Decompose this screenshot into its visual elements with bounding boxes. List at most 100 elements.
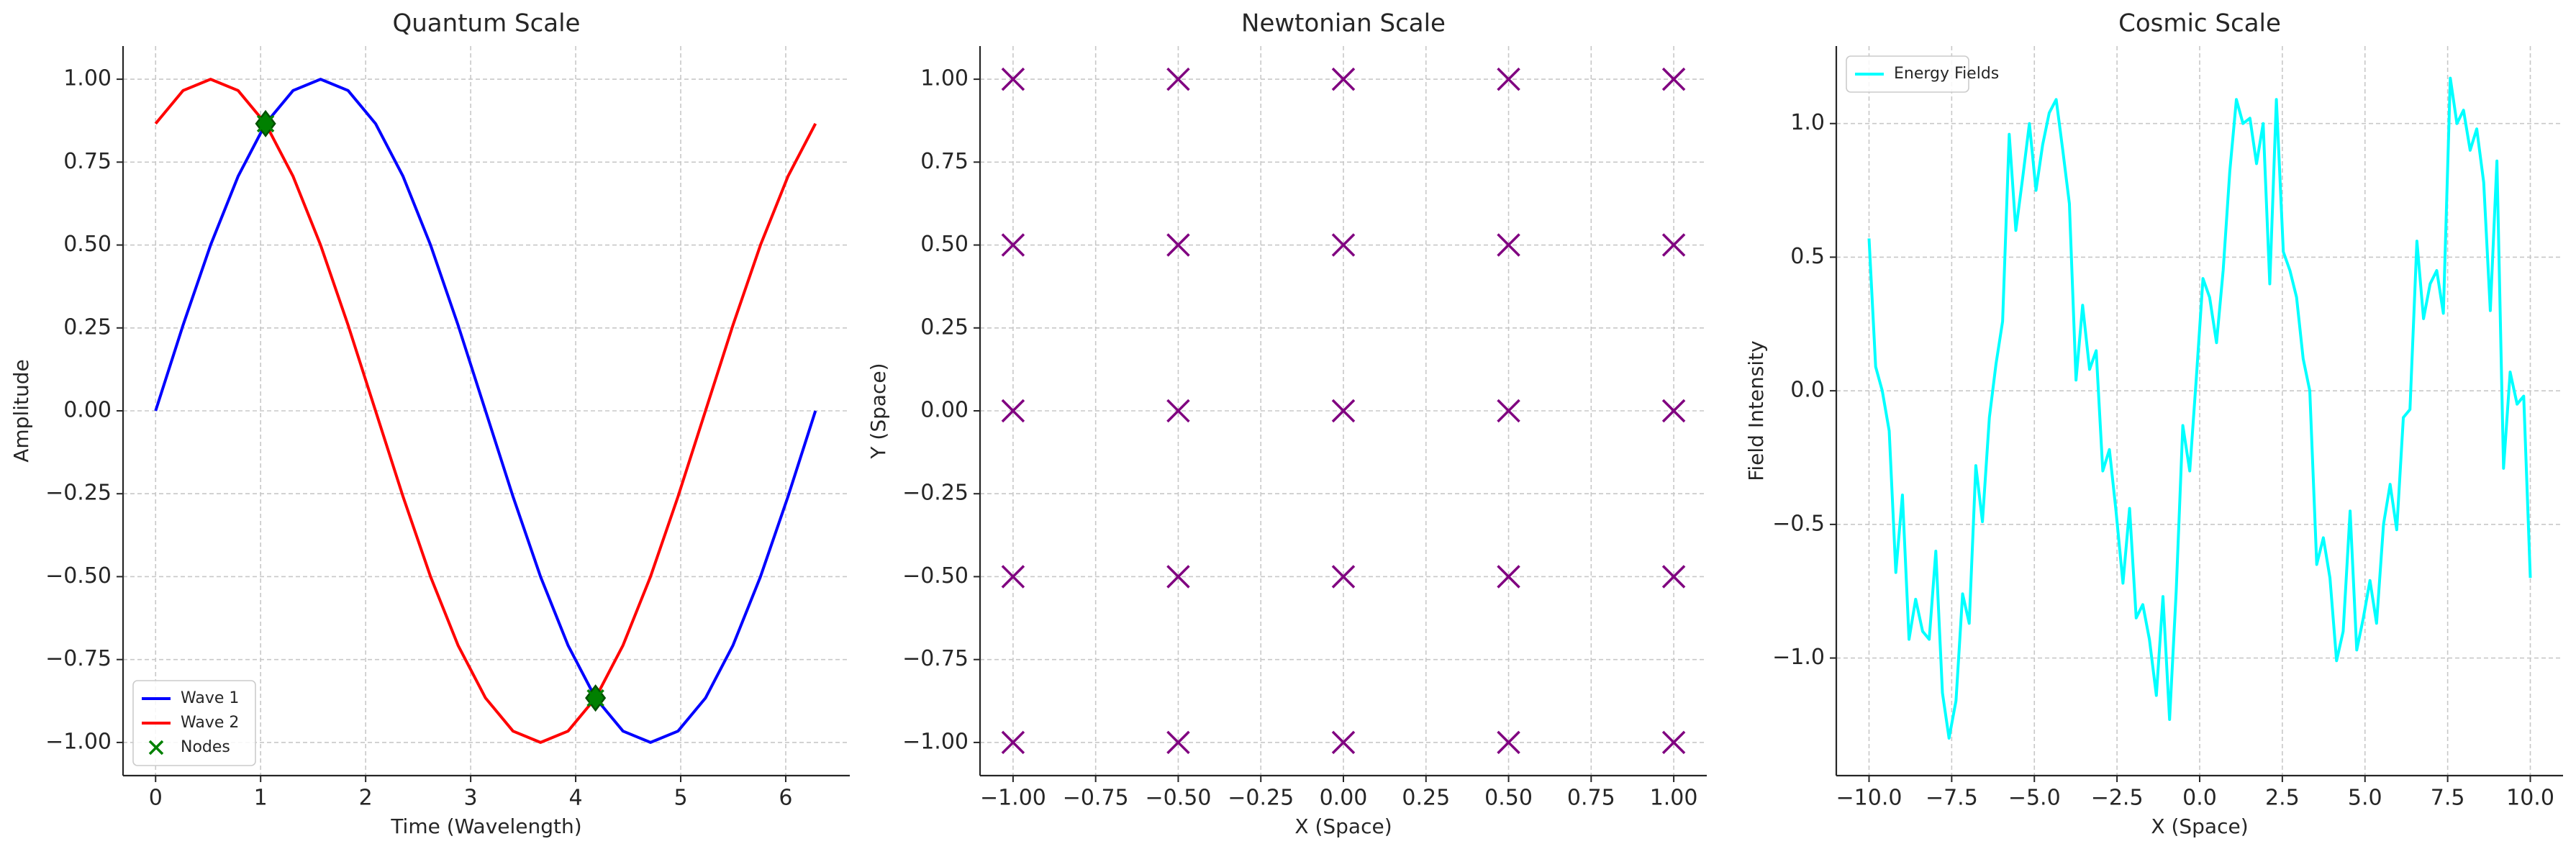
marker-stroke <box>1166 730 1190 755</box>
x-tick-label: −0.75 <box>1063 786 1129 811</box>
data-point <box>1661 565 1686 589</box>
subplot: −1.00 −0.75 −0.50 −0.25 0.00 0.25 0.50 0.75 1.00… <box>866 9 1707 838</box>
y-tick-label: 1.00 <box>920 66 969 91</box>
y-tick-label: −0.50 <box>902 563 969 589</box>
marker-stroke <box>1497 67 1520 91</box>
x-tick-label: 1 <box>254 786 268 811</box>
y-axis-label: Field Intensity <box>1744 340 1768 481</box>
marker-stroke <box>1166 233 1190 257</box>
data-point <box>1166 67 1190 91</box>
marker-stroke <box>256 114 275 133</box>
x-tick-label: 6 <box>779 786 792 811</box>
x-tick-label: −2.5 <box>2091 786 2144 811</box>
subplot: −10.0 −7.5 −5.0 −2.5 0.0 2.5 5.0 7.5 10.0 −1.0 −0.… <box>1744 9 2563 838</box>
chart-title: Quantum Scale <box>393 9 581 38</box>
legend-swatch <box>148 740 164 755</box>
y-tick-label: −0.25 <box>902 481 969 506</box>
data-point <box>1331 399 1356 423</box>
data-point <box>1001 565 1025 589</box>
x-tick-label: 0.75 <box>1567 786 1615 811</box>
marker-stroke <box>1166 399 1190 423</box>
data-line <box>1867 76 2532 740</box>
marker-stroke <box>1001 730 1025 755</box>
x-tick-label: −5.0 <box>2008 786 2061 811</box>
y-axis-label: Y (Space) <box>866 363 890 459</box>
data-point <box>1001 399 1025 423</box>
marker-stroke <box>1661 565 1686 589</box>
chart-title: Cosmic Scale <box>2118 9 2281 38</box>
x-tick-label: 0.00 <box>1320 786 1368 811</box>
subplot: 0 1 2 3 4 5 6 −1.00 −0.75 −0.50 −0.25 0.00 0.25 0.50 0… <box>9 9 850 838</box>
x-tick-label: −7.5 <box>1926 786 1978 811</box>
x-tick-label: 2 <box>359 786 373 811</box>
y-axis-label: Amplitude <box>9 359 33 463</box>
x-axis-label: Time (Wavelength) <box>390 814 581 838</box>
data-point <box>1497 67 1520 91</box>
x-tick-label: 3 <box>464 786 478 811</box>
data-point <box>1331 730 1356 755</box>
data-point <box>1661 233 1686 257</box>
marker-stroke <box>1661 730 1686 755</box>
y-tick-label: −0.25 <box>45 481 112 506</box>
data-point <box>1497 565 1520 589</box>
marker-stroke <box>1331 233 1356 257</box>
marker-stroke <box>1661 233 1686 257</box>
data-point <box>1166 233 1190 257</box>
marker-stroke <box>1331 730 1356 755</box>
marker-stroke <box>1661 67 1686 91</box>
legend-box <box>1846 55 1969 93</box>
marker-stroke <box>1497 399 1520 423</box>
y-tick-label: 0.5 <box>1790 244 1825 269</box>
marker-stroke <box>148 740 164 755</box>
marker-stroke <box>586 689 604 707</box>
x-tick-label: 4 <box>569 786 583 811</box>
x-tick-label: 7.5 <box>2431 786 2465 811</box>
data-point <box>1497 730 1520 755</box>
x-tick-label: −10.0 <box>1836 786 1902 811</box>
data-point <box>1001 67 1025 91</box>
legend-label: Nodes <box>181 738 230 756</box>
data-point <box>1661 67 1686 91</box>
x-tick-label: 1.00 <box>1650 786 1698 811</box>
marker-stroke <box>1331 399 1356 423</box>
marker-stroke <box>1331 67 1356 91</box>
marker-stroke <box>1001 67 1025 91</box>
marker-stroke <box>1661 399 1686 423</box>
marker-stroke <box>1001 233 1025 257</box>
y-tick-label: 0.25 <box>920 314 969 340</box>
y-tick-label: 0.00 <box>63 398 112 423</box>
legend-label: Energy Fields <box>1894 65 1999 83</box>
y-tick-label: 0.00 <box>920 398 969 423</box>
x-tick-label: 10.0 <box>2506 786 2554 811</box>
y-tick-label: −1.00 <box>902 729 969 754</box>
y-tick-label: 0.0 <box>1790 378 1825 403</box>
y-tick-label: 0.50 <box>920 232 969 257</box>
legend-box <box>132 680 256 766</box>
x-tick-label: 2.5 <box>2265 786 2300 811</box>
data-point <box>585 684 607 712</box>
x-axis-label: X (Space) <box>2151 814 2248 838</box>
data-point <box>1661 399 1686 423</box>
data-point <box>1001 233 1025 257</box>
x-tick-label: 0.50 <box>1484 786 1533 811</box>
marker-stroke <box>1331 565 1356 589</box>
data-point <box>1331 565 1356 589</box>
x-tick-label: 0.25 <box>1402 786 1450 811</box>
data-point <box>1331 67 1356 91</box>
x-tick-label: 5.0 <box>2348 786 2382 811</box>
x-tick-label: 0.0 <box>2182 786 2217 811</box>
chart-title: Newtonian Scale <box>1241 9 1446 38</box>
marker-stroke <box>1001 565 1025 589</box>
y-tick-label: 1.0 <box>1790 110 1825 135</box>
y-tick-label: −0.75 <box>902 646 969 671</box>
legend-label: Wave 1 <box>181 689 239 707</box>
y-tick-label: −0.50 <box>45 563 112 589</box>
data-point <box>1166 399 1190 423</box>
marker-stroke <box>1166 67 1190 91</box>
marker-stroke <box>1497 565 1520 589</box>
x-tick-label: 5 <box>674 786 687 811</box>
data-point <box>1166 730 1190 755</box>
data-point <box>1166 565 1190 589</box>
x-tick-label: −0.50 <box>1145 786 1211 811</box>
